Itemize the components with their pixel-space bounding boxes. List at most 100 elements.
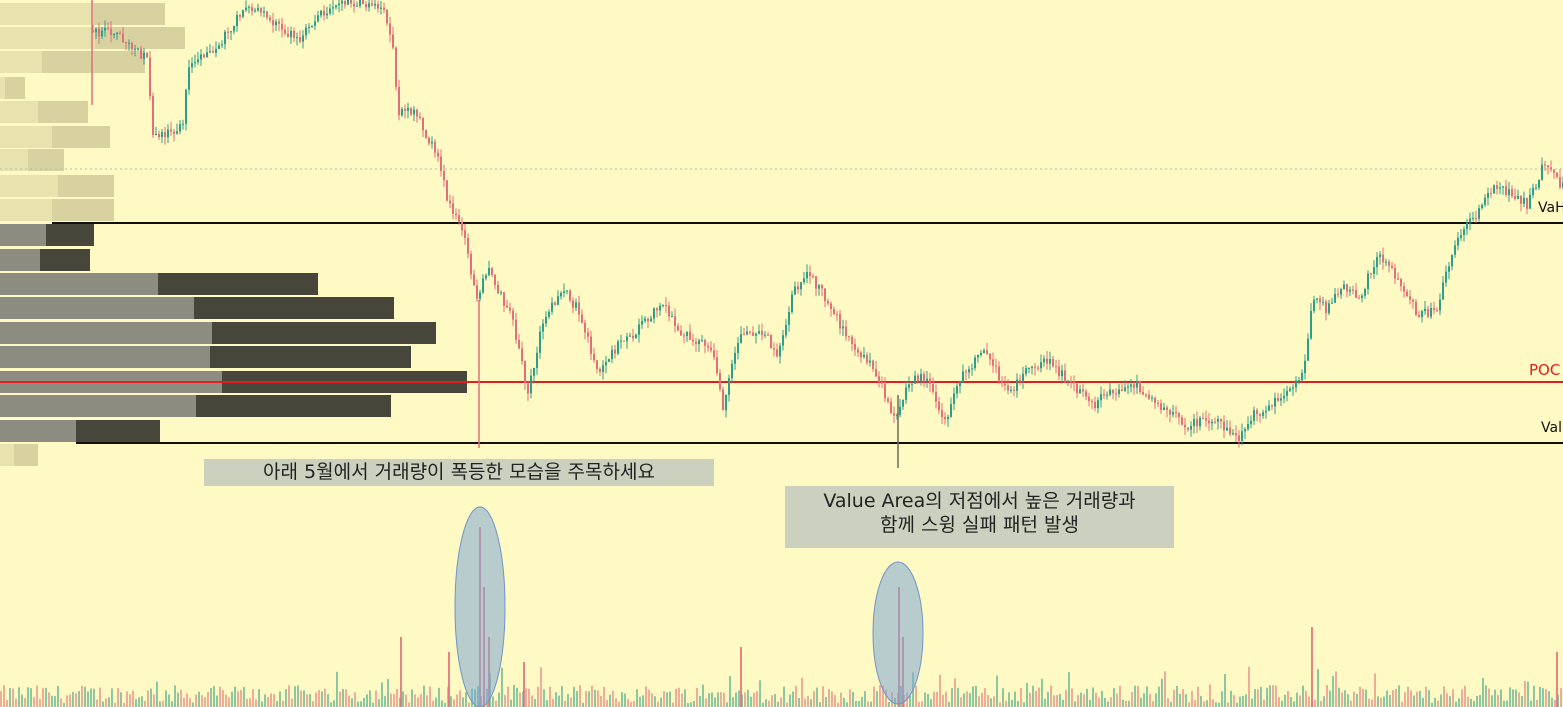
profile-bar-left — [0, 322, 212, 344]
candle-body — [1046, 358, 1048, 364]
candle-body — [743, 334, 745, 336]
candle-body — [290, 30, 292, 38]
candle-body — [965, 371, 967, 373]
volume-bar — [459, 690, 461, 707]
candle-body — [866, 354, 868, 363]
profile-bar-left — [0, 444, 14, 466]
candle-body — [1511, 189, 1513, 196]
volume-bar — [1131, 691, 1133, 707]
volume-bar — [759, 680, 761, 707]
candle-body — [701, 340, 703, 342]
volume-bar — [150, 688, 152, 707]
profile-bar-left — [0, 149, 28, 171]
candle-body — [278, 21, 280, 24]
volume-bar — [264, 694, 266, 707]
volume-bar — [1554, 699, 1556, 707]
volume-bar — [1524, 681, 1526, 707]
candle-body — [737, 342, 739, 353]
candle-body — [983, 350, 985, 353]
volume-bar — [225, 694, 227, 707]
profile-bar-left — [0, 175, 58, 197]
volume-bar — [1287, 690, 1289, 707]
profile-bar-right — [196, 395, 391, 417]
volume-bar — [363, 697, 365, 707]
candle-body — [1022, 373, 1024, 382]
candle-body — [1106, 394, 1108, 396]
volume-bar — [1281, 700, 1283, 707]
volume-bar — [684, 689, 686, 707]
candle-body — [1550, 167, 1552, 170]
volume-bar — [384, 696, 386, 707]
candle-body — [875, 368, 877, 377]
volume-bar — [135, 699, 137, 707]
volume-bar — [90, 688, 92, 707]
candle-body — [173, 131, 175, 134]
candle-body — [1079, 389, 1081, 394]
candle-body — [749, 331, 751, 333]
candle-body — [347, 0, 349, 5]
profile-bar-left — [0, 224, 46, 246]
volume-bar — [210, 688, 212, 707]
volume-bar — [1374, 673, 1376, 707]
candle-body — [260, 7, 262, 13]
volume-bar — [858, 700, 860, 707]
volume-bar — [930, 699, 932, 707]
volume-bar — [849, 689, 851, 707]
volume-bar — [345, 689, 347, 707]
candle-body — [146, 53, 148, 58]
volume-bar — [1317, 669, 1319, 707]
volume-bar — [1008, 692, 1010, 707]
candle-body — [734, 352, 736, 364]
volume-bar — [990, 698, 992, 707]
volume-bar — [234, 686, 236, 707]
volume-bar — [1548, 691, 1550, 707]
volume-bar — [648, 689, 650, 707]
candle-body — [830, 303, 832, 310]
volume-bar — [528, 688, 530, 707]
volume-bar — [1323, 696, 1325, 707]
volume-bar — [147, 690, 149, 707]
candle-body — [518, 339, 520, 349]
volume-bar — [285, 689, 287, 707]
volume-bar — [1326, 685, 1328, 707]
volume-bar — [732, 697, 734, 707]
candle-body — [650, 318, 652, 322]
candle-body — [431, 141, 433, 144]
candle-body — [662, 304, 664, 306]
candle-body — [1331, 302, 1333, 304]
candle-body — [1514, 195, 1516, 199]
volume-bar — [942, 695, 944, 707]
volume-bar — [945, 691, 947, 707]
candle-body — [1160, 403, 1162, 411]
volume-bar — [669, 691, 671, 707]
candle-body — [1001, 380, 1003, 384]
candle-body — [230, 31, 232, 33]
candle-body — [242, 10, 244, 17]
volume-bar — [1173, 690, 1175, 707]
candle-body — [365, 4, 367, 8]
candle-body — [113, 34, 115, 36]
volume-bar — [633, 701, 635, 707]
candle-body — [785, 324, 787, 336]
candle-body — [1457, 237, 1459, 246]
volume-bar — [1488, 688, 1490, 707]
volume-bar — [579, 685, 581, 707]
candle-body — [392, 34, 394, 48]
volume-bar — [153, 694, 155, 707]
volume-bar — [462, 697, 464, 707]
candle-body — [563, 291, 565, 294]
candle-body — [263, 11, 265, 13]
candle-body — [821, 285, 823, 289]
candle-body — [1352, 289, 1354, 291]
volume-bar — [39, 698, 41, 707]
volume-bar — [1467, 696, 1469, 707]
volume-bar — [1125, 700, 1127, 707]
volume-bar — [1263, 699, 1265, 707]
volume-bar — [258, 689, 260, 707]
candle-body — [806, 272, 808, 279]
volume-bar — [816, 687, 818, 707]
candle-body — [1130, 384, 1132, 387]
volume-bar — [267, 697, 269, 707]
volume-bar — [429, 686, 431, 707]
volume-bar — [1401, 701, 1403, 707]
